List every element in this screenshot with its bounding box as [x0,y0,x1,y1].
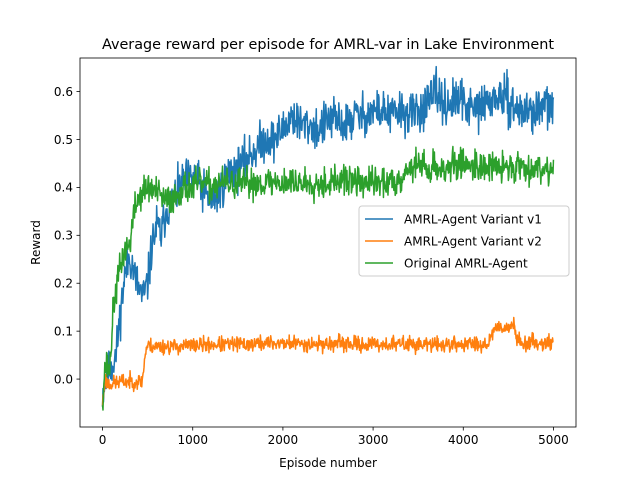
y-axis: 0.0 0.1 0.2 0.3 0.4 0.5 0.6 [54,85,80,386]
x-tick-label: 4000 [448,433,479,447]
x-axis: 0 1000 2000 3000 4000 5000 [99,427,569,447]
series-line-3 [101,145,555,411]
chart-title: Average reward per episode for AMRL-var … [102,37,554,53]
y-tick-label: 0.2 [54,277,73,291]
y-tick-label: 0.1 [54,324,73,338]
y-axis-label: Reward [29,220,43,265]
legend-label-2: AMRL-Agent Variant v2 [404,234,542,248]
plot-frame [79,57,577,428]
y-tick-label: 0.0 [54,372,73,386]
x-axis-label: Episode number [279,456,377,470]
series-line-2 [101,316,554,406]
series-line-1 [101,65,555,407]
legend-label-3: Original AMRL-Agent [404,256,528,270]
y-tick-label: 0.4 [54,181,73,195]
plot-area [101,65,555,411]
legend-label-1: AMRL-Agent Variant v1 [404,212,542,226]
x-tick-label: 0 [99,433,107,447]
legend-box [358,205,570,277]
x-tick-label: 3000 [358,433,389,447]
legend: AMRL-Agent Variant v1 AMRL-Agent Variant … [358,205,570,277]
x-tick-label: 2000 [268,433,299,447]
x-tick-label: 1000 [177,433,208,447]
y-tick-label: 0.5 [54,133,73,147]
x-tick-label: 5000 [538,433,569,447]
y-tick-label: 0.3 [54,229,73,243]
y-tick-label: 0.6 [54,85,73,99]
